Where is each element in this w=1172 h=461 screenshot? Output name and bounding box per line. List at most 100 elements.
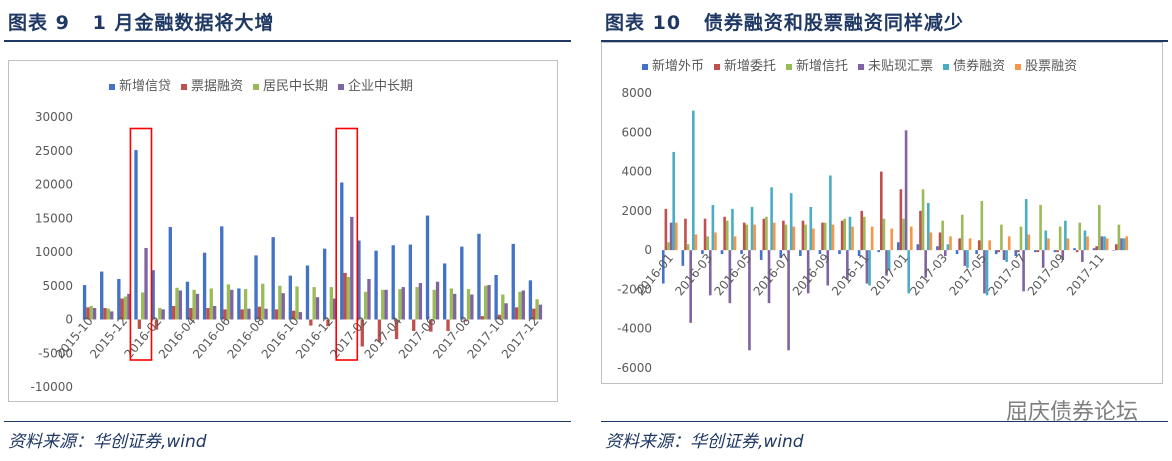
y-tick-label: 30000 (35, 110, 73, 124)
bar-chart: 30000 25000 20000 15000 10000 5000 0 -5000 -1000… (30, 110, 543, 394)
bar (1117, 224, 1121, 251)
bar (504, 303, 508, 320)
bar (742, 222, 746, 251)
bar (360, 319, 364, 347)
bar (292, 310, 296, 320)
bar (1086, 236, 1089, 251)
bar (92, 308, 97, 320)
bar (230, 289, 234, 320)
bar (975, 250, 978, 255)
chart-legend: 新增外币 新增委托 新增信托 未贴现汇票 债券融资 股票融资 (642, 55, 1087, 74)
bar (958, 238, 961, 251)
bar (460, 246, 464, 320)
bar (1044, 230, 1048, 251)
bar (926, 203, 930, 251)
bar (851, 226, 854, 251)
legend-swatch (1015, 63, 1022, 70)
bar (968, 238, 972, 251)
bar (243, 289, 248, 320)
bar (723, 216, 726, 251)
bar (1114, 244, 1118, 251)
bar (787, 250, 790, 351)
bar (514, 307, 519, 320)
bar (936, 246, 939, 251)
bar (106, 308, 111, 320)
legend-item: 债券融资 (943, 55, 1005, 74)
bar (725, 220, 729, 251)
legend-label: 企业中长期 (348, 79, 414, 94)
bar (1100, 236, 1104, 251)
bar (779, 250, 783, 258)
figure-title: 图表 10 债券融资和股票融资同样减少 (605, 12, 964, 34)
bar (453, 293, 457, 320)
bar (195, 293, 200, 320)
legend-swatch (642, 63, 648, 70)
legend-swatch (253, 83, 260, 90)
bar (295, 286, 299, 320)
bar (750, 206, 754, 251)
figure-title: 图表 9 1 月金融数据将大增 (8, 12, 275, 34)
bar (1103, 236, 1106, 251)
bar-chart: 80006000400020000-2000-4000-60002016-012… (617, 86, 1129, 375)
legend-item: 新增信贷 (109, 75, 171, 94)
bar (806, 250, 810, 294)
bar (863, 216, 866, 251)
source-note: 资料来源：华创证券,wind (8, 432, 207, 452)
bar (237, 288, 241, 320)
bar (538, 304, 543, 320)
bar (669, 222, 673, 251)
bar (271, 237, 275, 320)
legend-item: 新增外币 (642, 55, 704, 74)
legend-label: 债券融资 (953, 59, 1006, 74)
bar (532, 308, 536, 320)
bar (401, 287, 405, 320)
bar (346, 276, 351, 320)
bar (887, 250, 891, 270)
bar (860, 210, 864, 251)
bar (818, 250, 822, 255)
bar (141, 292, 145, 320)
bar (154, 319, 159, 330)
bar (1061, 250, 1065, 260)
bar (748, 250, 751, 351)
bar (801, 220, 805, 251)
legend-label: 未贴现汇票 (868, 59, 934, 74)
bar (151, 270, 155, 320)
x-tick-label: 2017-09 (1025, 251, 1068, 298)
bar (943, 250, 947, 257)
bar (840, 220, 844, 251)
bar (305, 265, 310, 320)
bar (357, 240, 361, 320)
bar (521, 290, 525, 320)
y-tick-label: -6000 (617, 361, 652, 375)
bar (470, 294, 474, 320)
bar (865, 250, 869, 284)
bar (789, 193, 793, 251)
x-tick-label: 2016-01 (633, 251, 676, 298)
x-tick-label: 2016-03 (672, 251, 715, 298)
bar (772, 222, 776, 251)
bar (762, 218, 766, 251)
bar (103, 308, 107, 320)
bar (782, 220, 785, 251)
bar (240, 309, 244, 320)
bar (1112, 250, 1115, 251)
bar (966, 250, 969, 268)
bar (185, 281, 190, 320)
bar (332, 298, 337, 320)
bar (477, 233, 481, 320)
bar (799, 250, 802, 257)
bar (1014, 250, 1018, 257)
bar (202, 252, 207, 320)
highlight-box (129, 127, 153, 361)
bar (100, 271, 104, 320)
bar (326, 319, 330, 327)
left-figure-panel: 图表 9 1 月金融数据将大增 新增信贷 票据融资 居民中长期 企业中长期 30000… (0, 0, 575, 461)
bar (1078, 222, 1082, 251)
bar (192, 289, 196, 320)
bar (728, 250, 732, 304)
bar (846, 250, 849, 280)
bar (672, 151, 676, 251)
bar (528, 280, 533, 320)
bar (929, 232, 933, 251)
